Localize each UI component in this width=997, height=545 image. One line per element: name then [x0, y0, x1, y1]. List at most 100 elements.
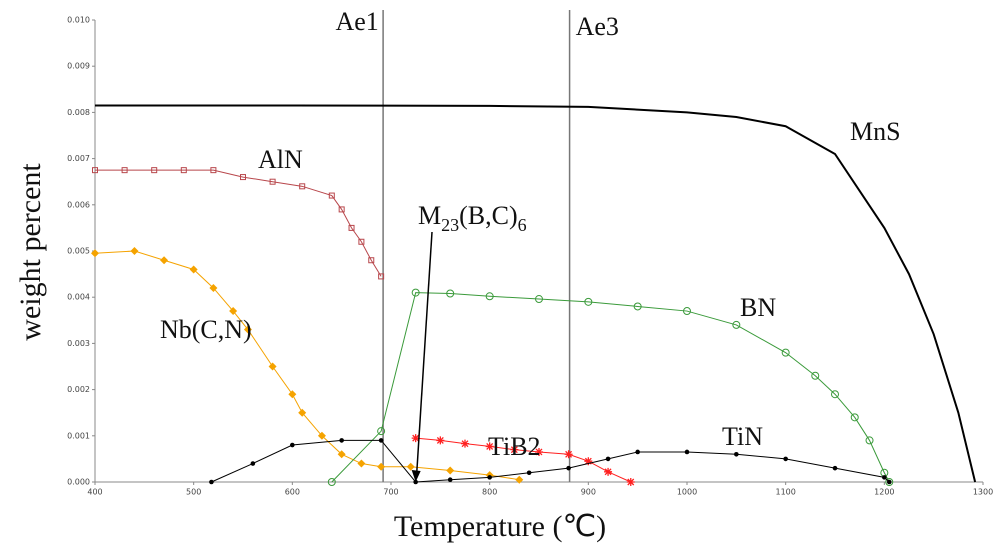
marker [209, 479, 214, 485]
marker [436, 436, 445, 445]
marker [130, 247, 139, 255]
marker [209, 283, 218, 292]
marker [485, 442, 494, 451]
marker [299, 183, 306, 190]
marker [584, 297, 593, 306]
x-tick-label: 800 [482, 488, 497, 497]
x-tick-label: 400 [87, 488, 102, 497]
x-tick-label: 1100 [775, 488, 795, 497]
y-tick-label: 0.008 [67, 108, 90, 117]
series-label: BN [740, 293, 776, 322]
marker [268, 362, 277, 371]
marker [378, 438, 384, 443]
marker [526, 470, 532, 476]
marker [684, 449, 690, 455]
marker [734, 451, 739, 457]
marker [317, 431, 326, 440]
marker [584, 457, 593, 466]
annotation-part: 23 [441, 215, 459, 235]
marker [298, 408, 307, 417]
series-label: Nb(C,N) [160, 315, 252, 344]
marker [564, 450, 573, 459]
marker [732, 320, 741, 329]
x-tick-label: 900 [581, 488, 596, 497]
marker [328, 192, 335, 199]
marker [358, 238, 365, 245]
annotation-part: M [418, 201, 441, 230]
y-tick-label: 0.000 [67, 478, 90, 487]
marker [461, 439, 469, 448]
marker [180, 167, 187, 174]
marker [377, 427, 386, 436]
marker [411, 288, 420, 297]
marker [406, 462, 415, 471]
marker [368, 257, 375, 264]
marker [446, 466, 455, 475]
marker [91, 249, 99, 258]
marker [605, 456, 611, 462]
marker [151, 167, 158, 174]
marker [865, 436, 874, 445]
series-label: TiB2 [488, 432, 541, 461]
series-line [95, 169, 382, 277]
marker [515, 475, 524, 484]
marker [882, 475, 887, 480]
x-tick-label: 1200 [874, 488, 894, 497]
reference-label: Ae1 [335, 7, 378, 36]
marker [378, 273, 385, 280]
y-tick-label: 0.003 [67, 339, 90, 348]
marker [811, 371, 820, 380]
x-tick-label: 600 [285, 488, 300, 497]
x-tick-label: 1000 [677, 488, 697, 497]
y-tick-label: 0.005 [67, 247, 90, 256]
marker [269, 178, 276, 185]
series-label: MnS [850, 117, 901, 146]
marker [411, 434, 420, 443]
marker [626, 478, 635, 486]
marker [566, 465, 571, 471]
annotation-arrow [415, 231, 433, 475]
marker [850, 413, 859, 422]
marker [339, 438, 344, 443]
marker [633, 302, 642, 311]
marker [447, 477, 453, 482]
marker [92, 167, 98, 174]
y-tick-label: 0.009 [67, 62, 90, 71]
marker [348, 224, 355, 231]
y-tick-label: 0.002 [67, 385, 90, 394]
y-tick-label: 0.006 [67, 200, 90, 209]
marker [250, 461, 256, 466]
y-tick-label: 0.007 [67, 154, 90, 163]
y-axis-title: weight percent [14, 163, 47, 341]
y-tick-label: 0.010 [67, 16, 90, 25]
x-tick-label: 1300 [973, 488, 993, 497]
annotation-part: 6 [518, 215, 527, 235]
marker [831, 390, 839, 399]
reference-label: Ae3 [576, 12, 619, 41]
marker [121, 167, 128, 174]
series-line [95, 104, 977, 483]
marker [886, 479, 892, 485]
marker [832, 465, 838, 471]
series-line [331, 292, 890, 483]
x-tick-label: 700 [383, 488, 398, 497]
marker [446, 289, 455, 298]
marker [210, 167, 217, 174]
series-line [415, 437, 631, 483]
series-line [94, 250, 520, 481]
marker [377, 462, 386, 471]
marker [189, 265, 198, 274]
marker [327, 478, 336, 486]
marker [413, 479, 418, 485]
series-label: AlN [258, 145, 303, 174]
marker [683, 307, 691, 316]
marker [357, 459, 366, 468]
x-tick-label: 500 [186, 488, 201, 497]
marker [635, 449, 640, 455]
marker [243, 325, 252, 334]
marker [338, 206, 345, 213]
y-tick-label: 0.004 [67, 293, 90, 302]
series-line [211, 439, 890, 483]
marker [604, 467, 613, 476]
